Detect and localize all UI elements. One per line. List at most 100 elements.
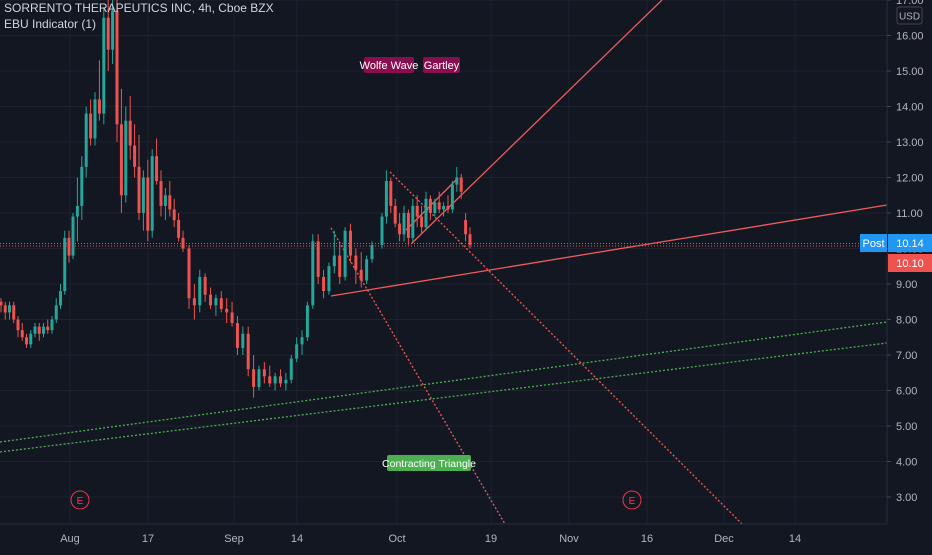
- candle: [252, 355, 256, 398]
- candle: [450, 181, 454, 213]
- green-trend-lower[interactable]: [0, 342, 888, 453]
- candle: [89, 99, 93, 146]
- candle-body: [71, 216, 75, 256]
- candle: [262, 362, 266, 384]
- candle-body: [464, 220, 468, 235]
- candle-body: [119, 124, 123, 196]
- earnings-marker-aug[interactable]: E: [70, 490, 90, 510]
- candle-body: [59, 291, 62, 306]
- wolfe-wave-text: Wolfe Wave: [360, 60, 419, 72]
- candle-body: [284, 379, 288, 384]
- candle-body: [225, 308, 229, 313]
- time-axis[interactable]: Aug 17 Sep 14 Oct 19 Nov 16 Dec 14: [60, 533, 801, 545]
- candle: [402, 205, 406, 242]
- last-price-badge: 10.10: [888, 254, 932, 272]
- candle: [0, 298, 3, 313]
- candle-body: [115, 10, 119, 125]
- contracting-triangle-text: Contracting Triangle: [382, 458, 476, 470]
- triangle-line-right[interactable]: [389, 171, 743, 525]
- candle: [84, 106, 88, 178]
- candle-body: [63, 237, 67, 292]
- price-axis[interactable]: 3.004.005.006.007.008.009.0010.0011.0012…: [887, 0, 924, 504]
- candle-body: [219, 298, 223, 309]
- candle-body: [137, 166, 141, 213]
- gartley-line[interactable]: [405, 177, 459, 231]
- contracting-triangle-label[interactable]: Contracting Triangle: [382, 455, 476, 471]
- candle-body: [37, 326, 41, 334]
- green-trend-upper[interactable]: [0, 321, 888, 443]
- post-label: Post: [862, 238, 884, 250]
- candle: [241, 326, 245, 355]
- candle-body: [177, 220, 181, 238]
- candle-body: [450, 184, 454, 210]
- currency-badge[interactable]: USD: [896, 6, 923, 25]
- wolfe-wave-label[interactable]: Wolfe Wave: [360, 57, 419, 73]
- candle: [187, 244, 191, 309]
- candle: [273, 372, 277, 391]
- candle: [442, 202, 446, 217]
- candle-body: [75, 205, 79, 217]
- candle-body: [146, 177, 150, 231]
- candle: [141, 170, 145, 231]
- candle: [63, 230, 67, 295]
- candle-body: [246, 333, 250, 370]
- earnings-marker-text: E: [77, 496, 84, 507]
- candle: [124, 106, 128, 203]
- candle-body: [230, 312, 234, 324]
- wolfe-lower-line[interactable]: [330, 204, 888, 297]
- candle-body: [168, 195, 172, 210]
- candle-body: [159, 181, 163, 206]
- candle: [29, 330, 33, 348]
- candle-body: [50, 319, 54, 331]
- candle: [119, 88, 123, 213]
- candle: [146, 159, 150, 242]
- candle: [384, 170, 388, 224]
- pattern-lines: [0, 0, 888, 525]
- candle: [370, 241, 374, 263]
- candle: [389, 177, 393, 213]
- candle: [128, 95, 132, 160]
- price-tick-label: 9.00: [896, 279, 917, 291]
- candle: [464, 213, 468, 242]
- candle-body: [411, 205, 415, 238]
- earnings-marker-nov[interactable]: E: [622, 490, 642, 510]
- candle: [25, 333, 28, 348]
- candle-body: [192, 298, 196, 306]
- time-tick-label: 14: [291, 533, 303, 545]
- candle: [411, 198, 415, 242]
- candle-body: [102, 17, 106, 114]
- candle: [446, 195, 450, 213]
- candle: [420, 205, 424, 235]
- symbol-line[interactable]: SORRENTO THERAPEUTICS INC, 4h, Cboe BZX: [4, 1, 274, 15]
- candle-body: [311, 241, 315, 306]
- candle-body: [12, 305, 16, 320]
- candle-body: [155, 156, 159, 182]
- candle-body: [93, 99, 97, 139]
- candle-body: [415, 205, 419, 217]
- gartley-label[interactable]: Gartley: [423, 57, 460, 73]
- candle: [75, 177, 79, 242]
- candle: [150, 149, 154, 238]
- candle-body: [3, 305, 7, 313]
- candle: [115, 0, 119, 142]
- candle-body: [42, 326, 45, 334]
- price-tick-label: 12.00: [896, 173, 924, 185]
- time-tick-label: 14: [789, 533, 801, 545]
- candle-body: [106, 17, 110, 50]
- candle-body: [133, 145, 137, 167]
- candle: [327, 262, 331, 295]
- candle-body: [214, 298, 218, 306]
- candle: [203, 273, 207, 302]
- candle: [268, 365, 272, 387]
- candle-body: [406, 213, 410, 238]
- candle-body: [209, 294, 213, 306]
- price-tick-label: 4.00: [896, 457, 917, 469]
- candle-body: [150, 156, 154, 231]
- indicator-line[interactable]: EBU Indicator (1): [4, 17, 97, 31]
- candle-body: [442, 205, 446, 210]
- candle-body: [384, 181, 388, 217]
- candle-body: [128, 120, 132, 146]
- candle: [192, 284, 196, 320]
